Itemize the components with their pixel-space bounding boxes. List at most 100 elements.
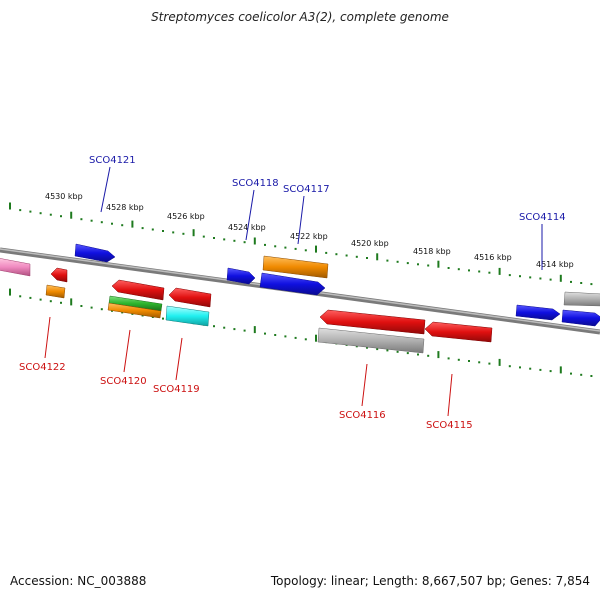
accession-label: Accession: NC_003888 xyxy=(10,574,147,588)
scale-minor-tick xyxy=(162,317,164,320)
scale-minor-tick xyxy=(417,263,419,266)
scale-minor-tick xyxy=(243,329,246,332)
scale-minor-tick xyxy=(355,255,358,258)
scale-minor-tick xyxy=(294,247,297,250)
scale-minor-tick xyxy=(427,264,430,267)
scale-minor-tick xyxy=(213,325,215,328)
scale-major-tick xyxy=(498,358,501,366)
label-sco4118[interactable]: SCO4118 xyxy=(232,178,279,189)
scale-track-lower xyxy=(9,288,593,377)
topology-label: Topology: linear; Length: 8,667,507 bp; … xyxy=(270,574,590,588)
reverse-genes xyxy=(0,258,493,354)
scale-major-tick xyxy=(70,211,73,219)
label-sco4116[interactable]: SCO4116 xyxy=(339,410,386,421)
scale-minor-tick xyxy=(162,230,164,232)
scale-minor-tick xyxy=(304,249,307,252)
gene-sco4117b[interactable] xyxy=(259,272,326,296)
scale-major-tick xyxy=(437,260,440,268)
scale-major-tick xyxy=(9,288,11,296)
scale-minor-tick xyxy=(100,308,103,311)
gene-sco4122[interactable] xyxy=(45,284,66,299)
scale-minor-tick xyxy=(325,251,328,254)
scale-major-tick xyxy=(315,334,317,342)
scale-minor-tick xyxy=(396,350,399,353)
scale-minor-tick xyxy=(233,328,236,331)
scale-minor-tick xyxy=(406,352,409,355)
scale-minor-tick xyxy=(202,235,205,238)
gene-gray-right[interactable] xyxy=(563,291,600,307)
scale-minor-tick xyxy=(345,254,348,257)
scale-major-tick xyxy=(131,220,134,228)
label-sco4119[interactable]: SCO4119 xyxy=(153,384,200,395)
scale-minor-tick xyxy=(29,210,32,213)
leader-sco4116 xyxy=(361,363,368,407)
gene-sco4120-red[interactable] xyxy=(111,279,165,301)
scale-minor-tick xyxy=(468,360,470,362)
scale-minor-tick xyxy=(549,278,552,281)
scale-label-4528: 4528 kbp xyxy=(106,203,144,212)
scale-major-tick xyxy=(559,274,562,282)
scale-minor-tick xyxy=(386,349,389,352)
gene-sco4113[interactable] xyxy=(561,309,600,327)
scale-minor-tick xyxy=(417,353,419,356)
scale-label-4522: 4522 kbp xyxy=(290,232,328,241)
map-title: Streptomyces coelicolor A3(2), complete … xyxy=(151,10,449,24)
gene-sco4118[interactable] xyxy=(226,267,256,285)
scale-label-4518: 4518 kbp xyxy=(413,247,451,256)
leader-sco4121 xyxy=(100,166,111,213)
scale-minor-tick xyxy=(508,365,511,368)
scale-major-tick xyxy=(315,245,317,253)
gene-sco4116-gray[interactable] xyxy=(317,327,425,354)
forward-genes xyxy=(74,243,600,327)
scale-minor-tick xyxy=(447,357,450,360)
scale-major-tick xyxy=(192,229,195,237)
scale-major-tick xyxy=(437,351,440,359)
scale-label-4526: 4526 kbp xyxy=(167,212,205,221)
scale-label-4530: 4530 kbp xyxy=(45,192,83,201)
gene-sco4115[interactable] xyxy=(424,321,493,343)
scale-minor-tick xyxy=(49,300,52,303)
gene-sco4117[interactable] xyxy=(262,255,329,279)
label-sco4115[interactable]: SCO4115 xyxy=(426,420,473,431)
gene-pink-left[interactable] xyxy=(0,258,31,277)
scale-minor-tick xyxy=(213,237,215,239)
scale-minor-tick xyxy=(19,295,22,298)
scale-major-tick xyxy=(559,366,562,374)
leader-sco4115 xyxy=(447,373,453,417)
gene-sco4120[interactable] xyxy=(107,302,162,319)
label-sco4114[interactable]: SCO4114 xyxy=(519,212,566,223)
scale-major-tick xyxy=(70,298,73,306)
leader-sco4117 xyxy=(297,195,305,245)
scale-minor-tick xyxy=(570,280,572,283)
reverse-gene-labels: SCO4122 SCO4120 SCO4119 SCO4116 SCO4115 xyxy=(19,316,473,431)
scale-minor-tick xyxy=(335,253,338,256)
label-sco4121[interactable]: SCO4121 xyxy=(89,155,136,166)
label-sco4120[interactable]: SCO4120 xyxy=(100,376,147,387)
scale-minor-tick xyxy=(264,243,266,246)
scale-minor-tick xyxy=(366,257,368,259)
gene-sco4116[interactable] xyxy=(319,309,426,335)
scale-minor-tick xyxy=(519,275,521,278)
gene-sco4114[interactable] xyxy=(515,304,561,321)
gene-sco4121[interactable] xyxy=(74,243,116,263)
gene-sco4122-upper[interactable] xyxy=(50,267,68,283)
scale-minor-tick xyxy=(141,227,144,230)
scale-minor-tick xyxy=(304,338,307,341)
scale-minor-tick xyxy=(172,231,175,234)
leader-sco4118 xyxy=(245,189,255,241)
gene-sco4119-red[interactable] xyxy=(168,287,212,308)
scale-minor-tick xyxy=(29,296,32,299)
scale-minor-tick xyxy=(580,282,583,284)
label-sco4122[interactable]: SCO4122 xyxy=(19,362,66,373)
scale-minor-tick xyxy=(60,215,62,218)
scale-minor-tick xyxy=(396,260,399,263)
label-sco4117[interactable]: SCO4117 xyxy=(283,184,330,195)
scale-minor-tick xyxy=(274,334,277,336)
leader-sco4122 xyxy=(44,316,51,359)
scale-major-tick xyxy=(253,237,256,245)
scale-minor-tick xyxy=(539,368,542,371)
scale-minor-tick xyxy=(580,373,583,376)
scale-minor-tick xyxy=(80,218,83,221)
gene-sco4119[interactable] xyxy=(165,305,210,327)
